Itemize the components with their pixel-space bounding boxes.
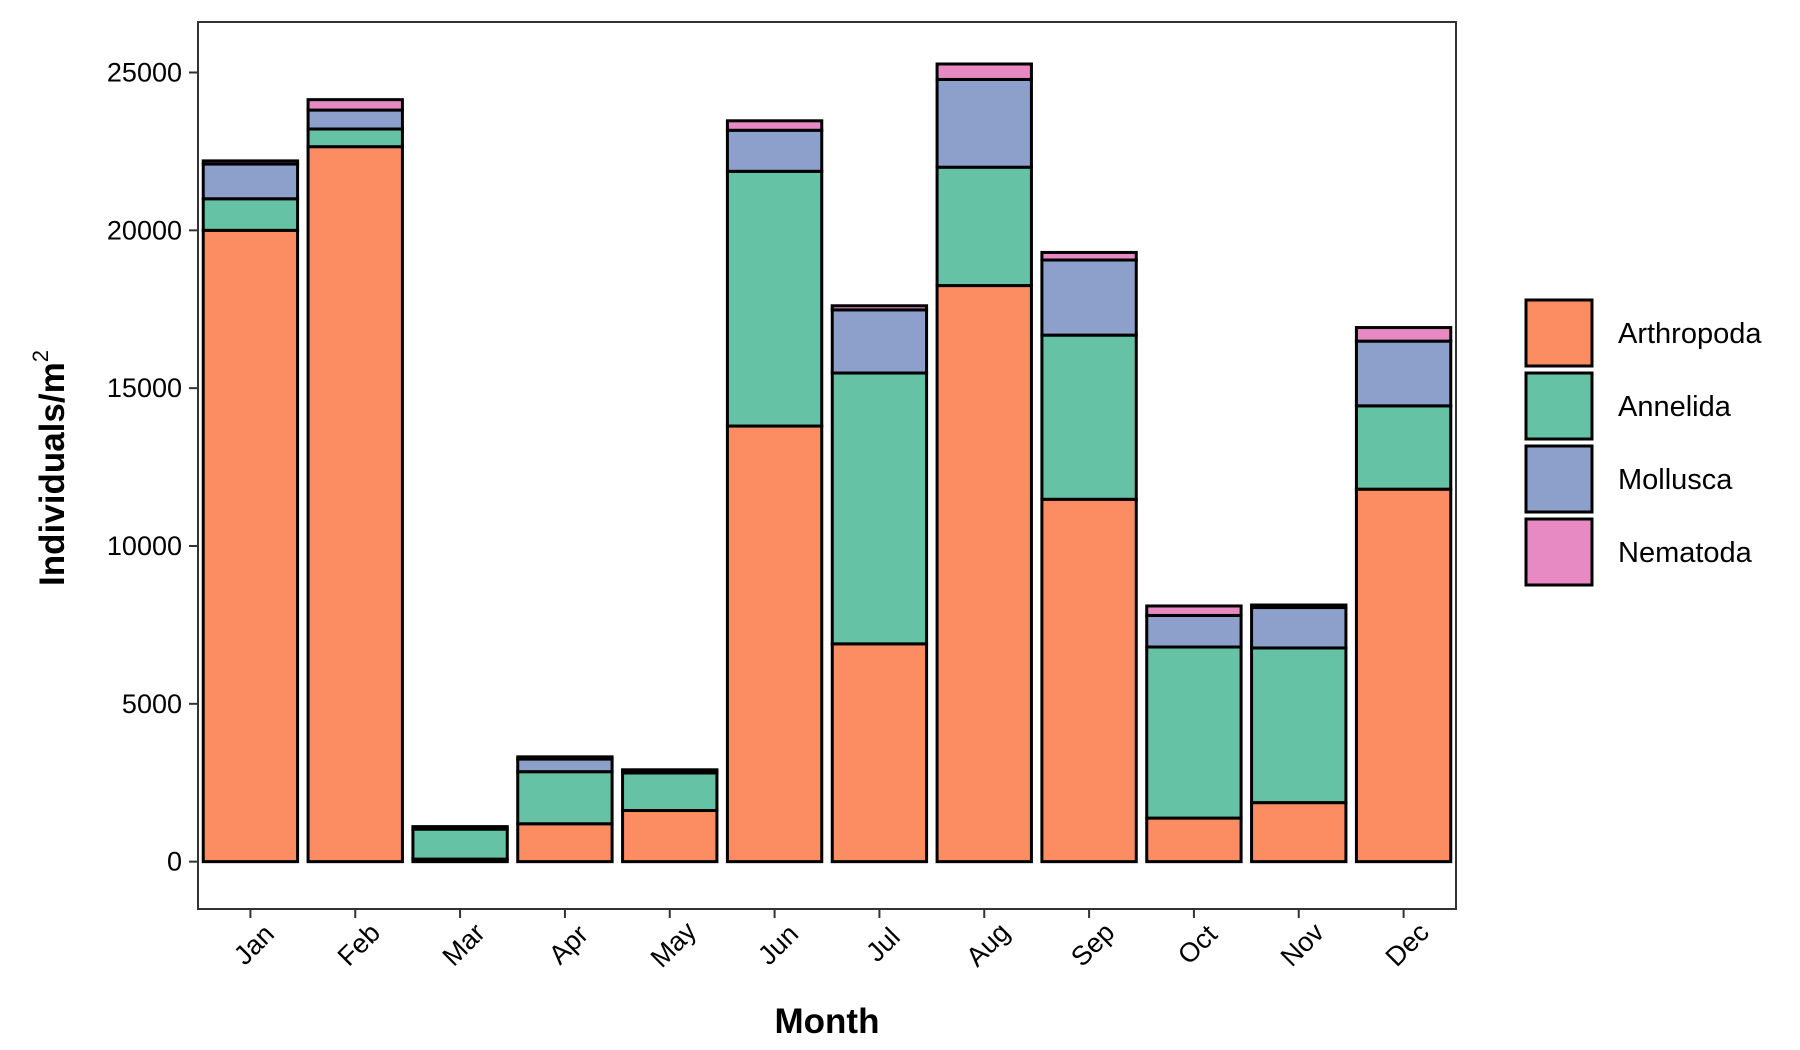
- bar-segment-dec-mollusca: [1354, 339, 1453, 408]
- bar-segment-feb-mollusca: [306, 108, 404, 131]
- bar-group-nov: [1250, 603, 1348, 864]
- bar-group-feb: [306, 98, 404, 864]
- legend-label-annelida: Annelida: [1618, 391, 1732, 423]
- bar-segment-nov-nematoda: [1250, 603, 1348, 610]
- y-tick-label: 0: [167, 847, 182, 877]
- y-axis: 0 5000 10000 15000 20000 25000: [107, 58, 198, 877]
- bar-group-may: [621, 768, 719, 864]
- bar-segment-apr-mollusca: [516, 757, 614, 774]
- y-tick-label: 5000: [122, 689, 182, 719]
- legend-label-mollusca: Mollusca: [1618, 464, 1733, 496]
- bar-group-oct: [1145, 604, 1243, 864]
- y-tick-label: 20000: [107, 215, 182, 245]
- bar-segment-apr-nematoda: [516, 755, 614, 761]
- legend-key-annelida: [1524, 371, 1594, 441]
- x-axis: Jan Feb Mar Apr May Jun Jul Aug Sep Oct Nov Dec: [228, 909, 1435, 973]
- svg-text:Individuals/m2: Individuals/m2: [28, 350, 72, 586]
- bar-group-aug: [935, 62, 1033, 864]
- y-tick-label: 15000: [107, 373, 182, 403]
- bar-segment-mar-annelida: [411, 827, 509, 861]
- bar-segment-feb-annelida: [306, 127, 404, 149]
- bar-segment-nov-mollusca: [1250, 606, 1348, 650]
- bar-segment-jul-arthropoda: [830, 642, 929, 864]
- bar-group-apr: [516, 755, 614, 864]
- bar-segment-oct-annelida: [1145, 645, 1243, 820]
- bar-segment-aug-annelida: [935, 165, 1033, 288]
- bar-segment-apr-arthropoda: [516, 822, 614, 864]
- x-tick-label-jan: Jan: [228, 919, 280, 971]
- bar-segment-sep-annelida: [1040, 333, 1138, 501]
- bar-group-mar: [411, 825, 509, 864]
- legend-key-arthropoda: [1524, 298, 1594, 368]
- x-tick-label-nov: Nov: [1275, 917, 1331, 973]
- bar-segment-sep-nematoda: [1040, 250, 1138, 262]
- bars-layer: [201, 62, 1453, 864]
- bar-group-jun: [725, 119, 824, 864]
- bar-segment-aug-mollusca: [935, 77, 1033, 169]
- legend-label-arthropoda: Arthropoda: [1618, 318, 1762, 350]
- x-tick-label-may: May: [645, 916, 703, 974]
- bar-segment-nov-arthropoda: [1250, 801, 1348, 864]
- bar-segment-mar-nematoda: [411, 825, 509, 831]
- y-axis-title: Individuals/m2: [28, 350, 72, 586]
- legend-key-nematoda: [1524, 517, 1594, 587]
- bar-segment-feb-nematoda: [306, 98, 404, 112]
- y-axis-title-superscript: 2: [28, 350, 53, 362]
- x-tick-label-sep: Sep: [1065, 917, 1120, 972]
- bar-segment-aug-nematoda: [935, 62, 1033, 81]
- x-tick-label-mar: Mar: [437, 918, 491, 972]
- bar-segment-jul-mollusca: [830, 308, 929, 375]
- x-tick-label-feb: Feb: [332, 918, 386, 972]
- bar-segment-jan-arthropoda: [201, 228, 300, 864]
- y-tick-label: 10000: [107, 531, 182, 561]
- bar-segment-dec-annelida: [1354, 404, 1453, 491]
- bar-segment-apr-annelida: [516, 770, 614, 826]
- bar-segment-may-nematoda: [621, 768, 719, 773]
- bar-segment-jan-nematoda: [201, 159, 300, 166]
- bar-segment-may-arthropoda: [621, 809, 719, 864]
- plot-panel: [197, 21, 1457, 910]
- bar-segment-jan-mollusca: [201, 162, 300, 201]
- x-tick-label-aug: Aug: [960, 917, 1015, 972]
- bar-group-sep: [1040, 250, 1138, 864]
- bar-segment-jun-mollusca: [725, 128, 824, 173]
- bar-segment-aug-arthropoda: [935, 284, 1033, 864]
- bar-group-dec: [1354, 326, 1453, 864]
- legend: Arthropoda Annelida Mollusca Nematoda: [1524, 298, 1762, 587]
- bar-segment-sep-arthropoda: [1040, 497, 1138, 864]
- bar-segment-feb-arthropoda: [306, 145, 404, 864]
- x-tick-label-oct: Oct: [1172, 919, 1223, 970]
- bar-segment-dec-nematoda: [1354, 326, 1453, 343]
- bar-segment-oct-mollusca: [1145, 613, 1243, 649]
- bar-segment-oct-nematoda: [1145, 604, 1243, 617]
- x-tick-label-apr: Apr: [543, 919, 594, 970]
- bar-segment-may-annelida: [621, 771, 719, 813]
- bar-segment-nov-annelida: [1250, 646, 1348, 805]
- bar-segment-sep-mollusca: [1040, 258, 1138, 337]
- bar-segment-jun-arthropoda: [725, 424, 824, 864]
- y-axis-title-main: Individuals/m: [33, 362, 72, 586]
- x-tick-label-jun: Jun: [752, 919, 804, 971]
- bar-group-jan: [201, 159, 300, 864]
- bar-group-jul: [830, 304, 929, 864]
- bar-segment-jun-nematoda: [725, 119, 824, 132]
- bar-segment-oct-arthropoda: [1145, 816, 1243, 864]
- bar-segment-dec-arthropoda: [1354, 487, 1453, 864]
- bar-segment-jul-nematoda: [830, 304, 929, 312]
- x-tick-label-jul: Jul: [860, 922, 906, 968]
- x-tick-label-dec: Dec: [1380, 917, 1435, 972]
- bar-segment-jun-annelida: [725, 169, 824, 428]
- bar-segment-jul-annelida: [830, 371, 929, 646]
- bar-segment-jan-annelida: [201, 197, 300, 232]
- legend-key-mollusca: [1524, 444, 1594, 514]
- y-tick-label: 25000: [107, 58, 182, 88]
- legend-label-nematoda: Nematoda: [1618, 537, 1753, 569]
- x-axis-title: Month: [775, 1002, 880, 1041]
